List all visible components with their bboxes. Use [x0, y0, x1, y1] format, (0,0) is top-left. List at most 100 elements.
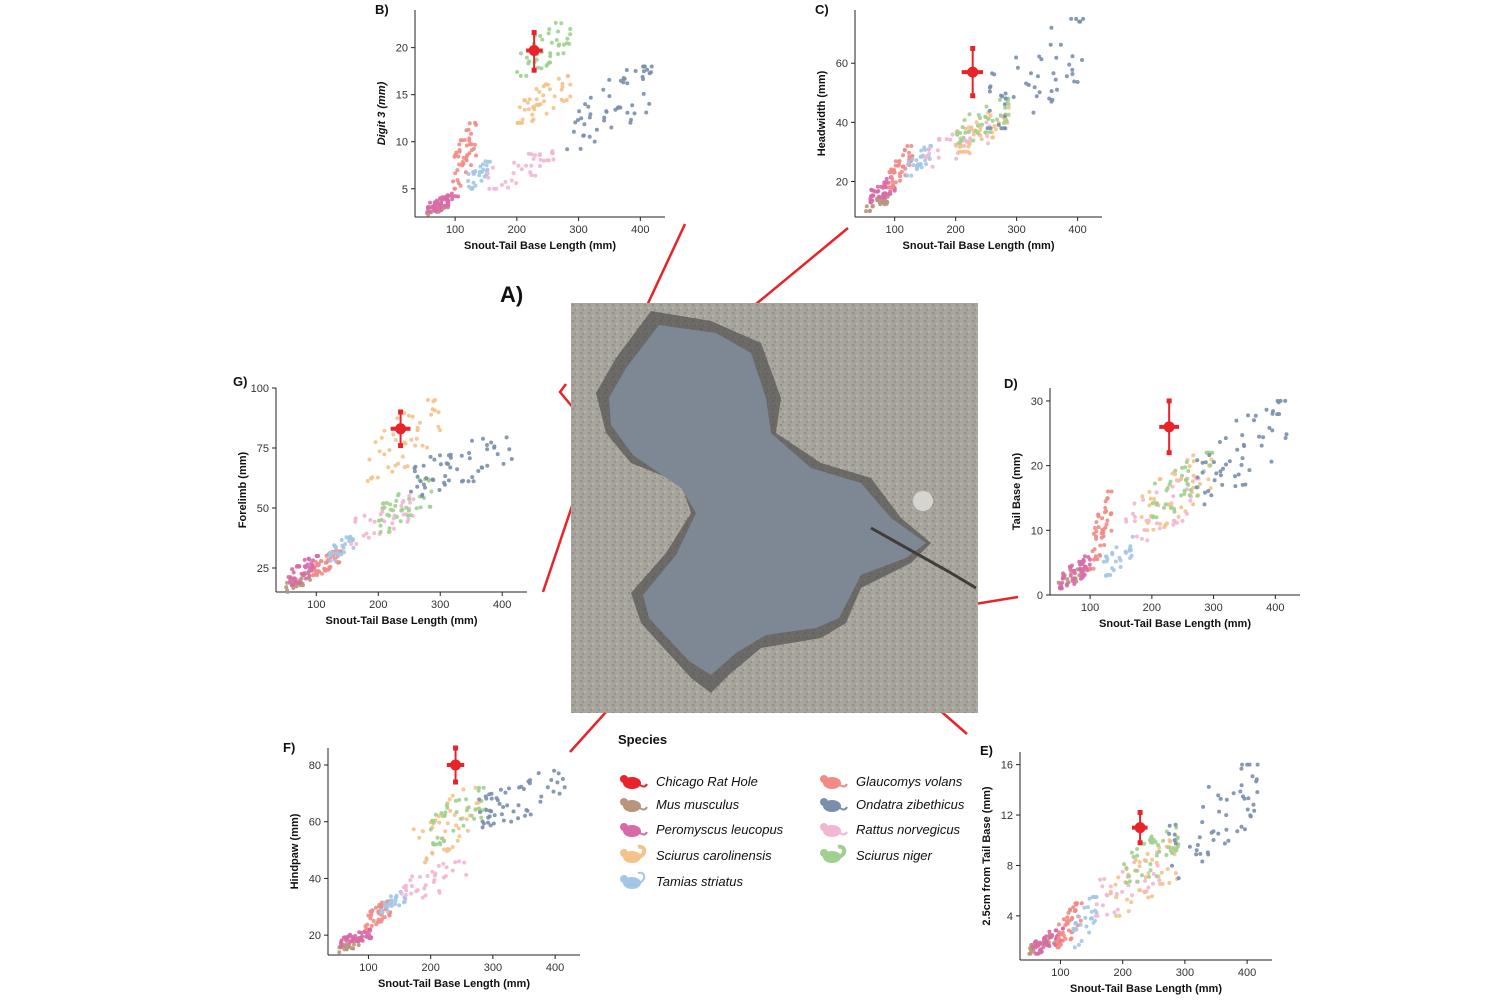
data-point — [473, 785, 478, 790]
data-point — [428, 200, 432, 205]
data-point — [458, 816, 463, 821]
data-point — [1188, 498, 1193, 503]
data-point — [1145, 538, 1150, 543]
data-point — [467, 138, 472, 143]
data-point — [622, 76, 627, 81]
data-point — [507, 447, 512, 452]
data-point — [1037, 54, 1042, 59]
data-point — [1044, 939, 1049, 943]
data-point — [292, 576, 297, 581]
data-point — [433, 812, 438, 817]
data-point — [469, 142, 474, 147]
y-tick-label: 10 — [396, 137, 408, 149]
data-point — [1114, 895, 1119, 900]
data-point — [524, 163, 529, 168]
data-point — [368, 916, 373, 921]
data-point — [630, 103, 635, 108]
data-point — [494, 186, 499, 191]
data-point — [523, 813, 527, 818]
data-point — [524, 73, 529, 78]
data-point — [1151, 881, 1155, 886]
legend-label: Mus musculus — [656, 796, 740, 812]
data-point — [429, 205, 433, 210]
data-point — [551, 789, 556, 794]
series-tamias-striatus — [379, 889, 408, 915]
data-point — [1159, 870, 1164, 875]
data-point — [1235, 447, 1240, 452]
data-point — [993, 127, 998, 132]
data-point — [405, 464, 410, 469]
data-point — [1082, 905, 1087, 910]
data-point — [378, 512, 383, 517]
data-point — [1098, 543, 1103, 548]
data-point — [425, 209, 430, 214]
data-point — [509, 457, 514, 461]
data-point — [875, 184, 880, 189]
series-sciurus-niger — [428, 785, 488, 847]
data-point — [518, 120, 523, 125]
data-point — [552, 768, 557, 773]
x-tick-label: 300 — [431, 599, 449, 611]
data-point — [448, 452, 453, 457]
data-point — [519, 167, 524, 172]
data-point — [369, 923, 374, 928]
data-point — [1070, 54, 1075, 59]
data-point — [1200, 820, 1205, 825]
data-point — [464, 158, 469, 163]
data-point — [923, 156, 928, 161]
data-point — [561, 51, 566, 56]
data-point — [461, 478, 466, 483]
y-axis-label: Digit 3 (mm) — [376, 81, 388, 145]
data-point — [1154, 502, 1159, 507]
data-point — [443, 829, 448, 834]
data-point — [1048, 42, 1053, 47]
data-point — [368, 518, 373, 522]
data-point — [1163, 502, 1168, 507]
data-point — [544, 111, 549, 116]
data-point — [902, 147, 907, 152]
data-point — [1100, 884, 1105, 889]
rat-hole-point — [967, 66, 979, 78]
data-point — [640, 74, 645, 79]
data-point — [1101, 527, 1106, 532]
data-point — [481, 821, 486, 826]
data-point — [1125, 897, 1130, 902]
rat-hole-point — [395, 423, 407, 435]
data-point — [437, 841, 442, 845]
data-point — [607, 77, 612, 82]
data-point — [415, 425, 420, 430]
data-point — [1224, 462, 1228, 467]
data-point — [423, 485, 427, 490]
data-point — [1200, 859, 1205, 864]
rat-hole-estimate — [390, 409, 411, 449]
data-point — [1034, 943, 1038, 947]
data-point — [1255, 762, 1260, 767]
data-point — [347, 934, 352, 938]
data-point — [893, 180, 898, 185]
data-point — [328, 550, 333, 555]
data-point — [890, 180, 895, 184]
data-point — [425, 205, 430, 210]
data-point — [396, 461, 401, 466]
data-point — [477, 785, 482, 790]
data-point — [1142, 889, 1147, 894]
data-point — [1210, 450, 1215, 455]
data-point — [1145, 852, 1150, 856]
x-tick-label: 200 — [369, 599, 387, 611]
data-point — [1105, 496, 1110, 501]
data-point — [290, 567, 295, 572]
data-point — [429, 489, 434, 494]
data-point — [435, 200, 440, 205]
data-point — [1094, 910, 1099, 915]
data-point — [1218, 796, 1223, 801]
data-point — [422, 886, 427, 891]
data-point — [1243, 482, 1248, 487]
data-point — [446, 478, 451, 483]
data-point — [919, 154, 924, 159]
data-point — [1050, 933, 1055, 938]
data-point — [457, 142, 462, 147]
data-point — [490, 165, 495, 170]
data-point — [1098, 877, 1103, 882]
data-point — [531, 156, 536, 161]
data-point — [367, 927, 372, 932]
